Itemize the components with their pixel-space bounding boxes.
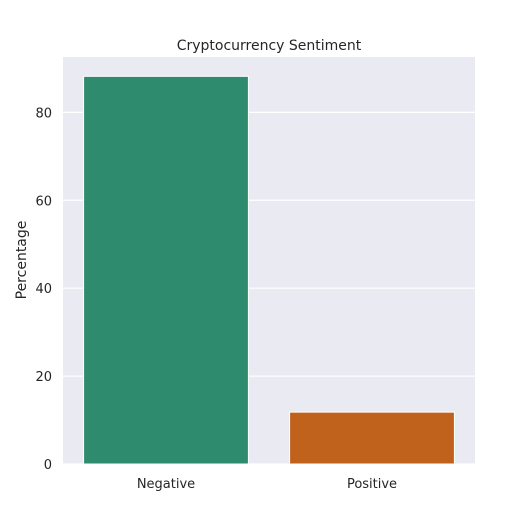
bar-positive bbox=[289, 411, 455, 465]
bars bbox=[83, 75, 455, 465]
y-tick-label: 20 bbox=[35, 370, 52, 385]
bar-negative bbox=[83, 75, 249, 465]
x-axis-ticks: Negative Positive bbox=[137, 477, 397, 492]
y-tick-label: 60 bbox=[35, 194, 52, 209]
x-tick-label: Negative bbox=[137, 477, 195, 492]
x-tick-label: Positive bbox=[347, 477, 397, 492]
y-tick-label: 80 bbox=[35, 106, 52, 121]
y-tick-label: 40 bbox=[35, 282, 52, 297]
y-axis-label: Percentage bbox=[14, 221, 30, 300]
y-axis-ticks: 0 20 40 60 80 bbox=[35, 106, 52, 473]
chart-title: Cryptocurrency Sentiment bbox=[177, 38, 362, 54]
y-tick-label: 0 bbox=[44, 458, 52, 473]
